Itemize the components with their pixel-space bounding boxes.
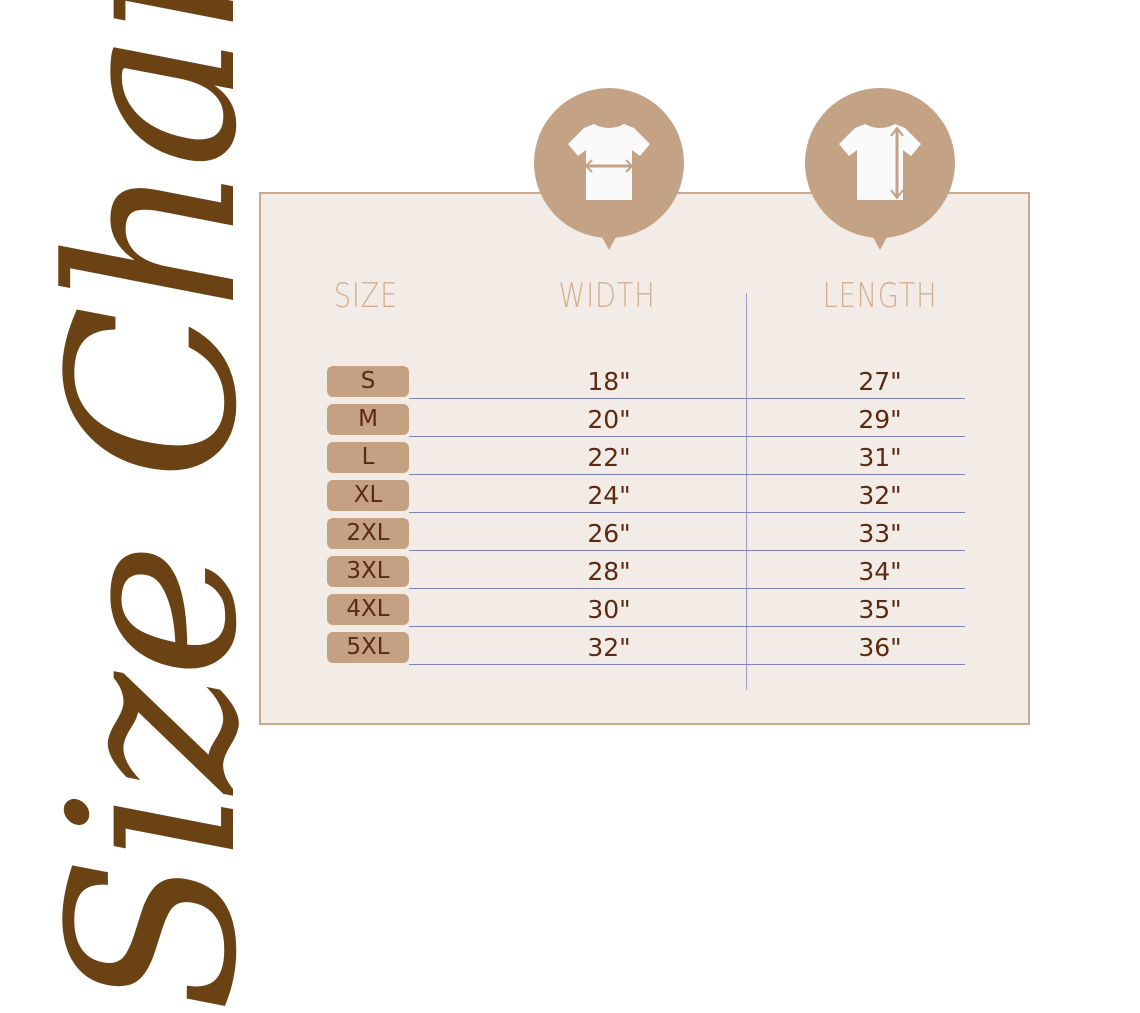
header-length: LENGTH — [822, 276, 938, 316]
length-value: 29" — [858, 405, 902, 434]
row-divider — [409, 588, 965, 589]
row-divider — [409, 512, 965, 513]
size-label: M — [327, 404, 409, 435]
width-bubble — [534, 88, 684, 250]
length-value: 36" — [858, 633, 902, 662]
row-divider — [409, 664, 965, 665]
size-label: XL — [327, 480, 409, 511]
row-divider — [409, 550, 965, 551]
length-value: 31" — [858, 443, 902, 472]
width-value: 30" — [587, 595, 631, 624]
table-row: L 22" 31" — [0, 442, 1140, 480]
row-divider — [409, 436, 965, 437]
tshirt-length-icon — [839, 124, 921, 200]
header-size: SIZE — [333, 276, 399, 316]
row-divider — [409, 626, 965, 627]
width-value: 28" — [587, 557, 631, 586]
table-row: M 20" 29" — [0, 404, 1140, 442]
tshirt-width-icon — [568, 124, 650, 200]
header-width: WIDTH — [558, 276, 656, 316]
size-label: 2XL — [327, 518, 409, 549]
row-divider — [409, 474, 965, 475]
length-value: 27" — [858, 367, 902, 396]
size-label: 4XL — [327, 594, 409, 625]
table-row: 5XL 32" 36" — [0, 632, 1140, 670]
length-value: 35" — [858, 595, 902, 624]
size-label: S — [327, 366, 409, 397]
size-label: L — [327, 442, 409, 473]
length-bubble — [805, 88, 955, 250]
width-value: 26" — [587, 519, 631, 548]
table-row: 3XL 28" 34" — [0, 556, 1140, 594]
length-value: 33" — [858, 519, 902, 548]
table-row: XL 24" 32" — [0, 480, 1140, 518]
table-row: 2XL 26" 33" — [0, 518, 1140, 556]
width-value: 18" — [587, 367, 631, 396]
row-divider — [409, 398, 965, 399]
size-label: 3XL — [327, 556, 409, 587]
width-value: 22" — [587, 443, 631, 472]
table-row: 4XL 30" 35" — [0, 594, 1140, 632]
column-divider — [746, 293, 747, 690]
length-value: 34" — [858, 557, 902, 586]
size-label: 5XL — [327, 632, 409, 663]
width-value: 24" — [587, 481, 631, 510]
table-row: S 18" 27" — [0, 366, 1140, 404]
width-value: 32" — [587, 633, 631, 662]
width-value: 20" — [587, 405, 631, 434]
length-value: 32" — [858, 481, 902, 510]
